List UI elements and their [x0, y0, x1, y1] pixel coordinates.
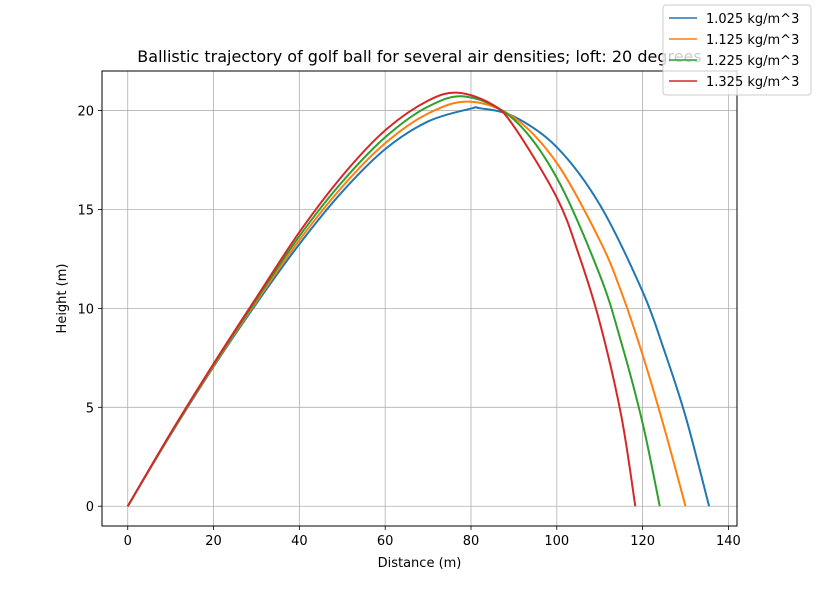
legend-box [662, 4, 812, 96]
plot-frame [101, 70, 738, 527]
legend-label-0: 1.025 kg/m^3 [706, 12, 799, 27]
x-tick-label: 120 [630, 534, 655, 549]
legend: 1.025 kg/m^3 1.125 kg/m^3 1.225 kg/m^3 1… [662, 4, 812, 96]
x-tick-label: 140 [716, 534, 741, 549]
y-tick-label: 20 [77, 105, 94, 120]
grid-lines [102, 71, 737, 526]
legend-label-2: 1.225 kg/m^3 [706, 54, 799, 69]
y-tick-label: 15 [77, 203, 94, 218]
axis-ticks: 0 20 40 60 80 100 120 140 0 5 10 15 20 [77, 105, 740, 549]
y-tick-label: 0 [86, 500, 94, 515]
x-tick-label: 60 [377, 534, 394, 549]
y-tick-label: 10 [77, 302, 94, 317]
series-line-3 [126, 91, 637, 507]
plot-area [102, 71, 737, 526]
x-tick-label: 0 [124, 534, 132, 549]
y-tick-label: 5 [86, 401, 94, 416]
x-tick-label: 80 [463, 534, 480, 549]
legend-label-3: 1.325 kg/m^3 [706, 75, 799, 90]
chart-title: Ballistic trajectory of golf ball for se… [137, 47, 701, 66]
legend-label-1: 1.125 kg/m^3 [706, 33, 799, 48]
y-axis-label: Height (m) [55, 264, 70, 334]
x-tick-label: 40 [291, 534, 308, 549]
series-lines [126, 91, 711, 507]
x-tick-label: 100 [544, 534, 569, 549]
x-tick-label: 20 [205, 534, 222, 549]
x-axis-label: Distance (m) [378, 556, 462, 571]
